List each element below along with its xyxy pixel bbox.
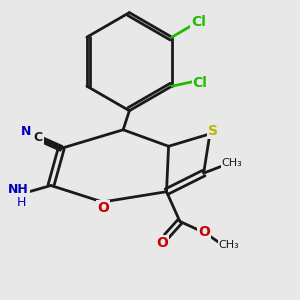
Text: C: C: [34, 131, 43, 144]
Text: O: O: [156, 236, 168, 250]
Text: N: N: [21, 125, 32, 138]
Text: NH: NH: [8, 184, 29, 196]
Text: CH₃: CH₃: [219, 240, 239, 250]
Text: S: S: [208, 124, 218, 138]
Text: O: O: [97, 201, 109, 215]
Text: Cl: Cl: [191, 15, 206, 29]
Text: Cl: Cl: [193, 76, 208, 90]
Text: O: O: [198, 225, 210, 239]
Text: H: H: [16, 196, 26, 209]
Text: CH₃: CH₃: [221, 158, 242, 168]
